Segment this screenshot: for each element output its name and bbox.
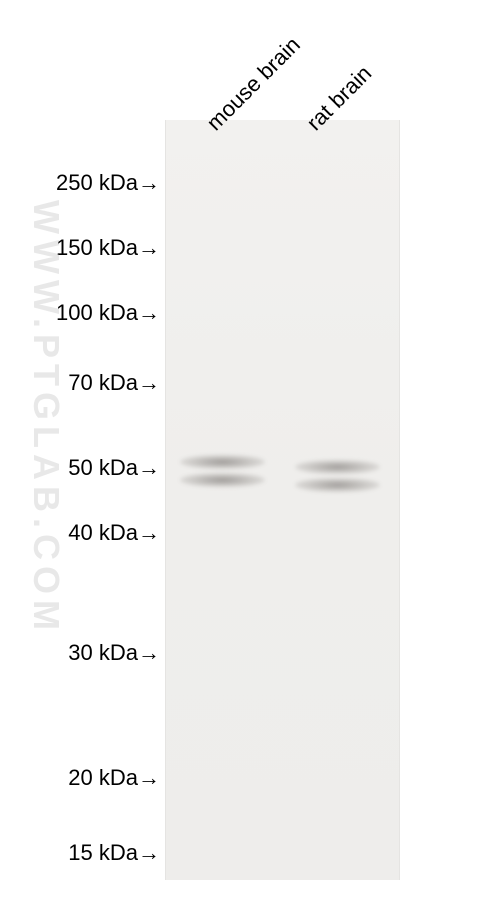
mw-20: 20 kDa→: [68, 765, 160, 791]
watermark-text: WWW.PTGLAB.COM: [25, 200, 67, 636]
mw-150: 150 kDa→: [56, 235, 160, 261]
blot-container: mouse brain rat brain 250 kDa→ 150 kDa→ …: [0, 0, 500, 903]
mw-50: 50 kDa→: [68, 455, 160, 481]
mw-70: 70 kDa→: [68, 370, 160, 396]
mw-250: 250 kDa→: [56, 170, 160, 196]
band-lane1-lower: [180, 473, 265, 487]
blot-membrane: [165, 120, 400, 880]
mw-40: 40 kDa→: [68, 520, 160, 546]
band-lane2-lower: [295, 478, 380, 492]
mw-15: 15 kDa→: [68, 840, 160, 866]
mw-30: 30 kDa→: [68, 640, 160, 666]
mw-100: 100 kDa→: [56, 300, 160, 326]
band-lane1-upper: [180, 455, 265, 469]
band-lane2-upper: [295, 460, 380, 474]
